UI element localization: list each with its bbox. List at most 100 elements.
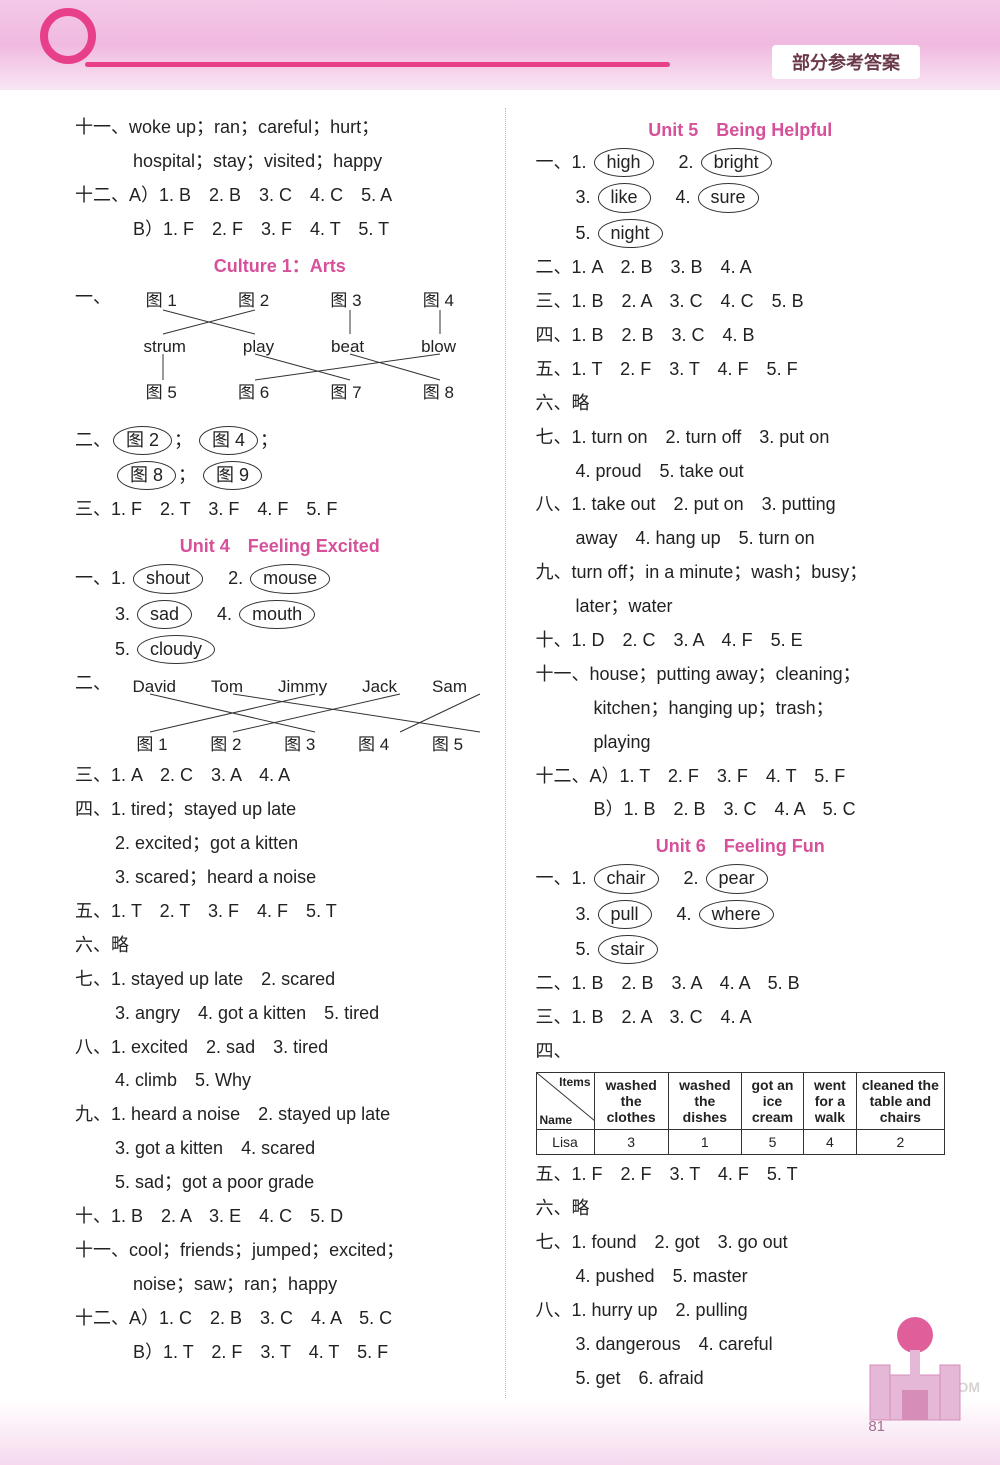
diag-item: beat [331,334,364,360]
oval: shout [133,564,203,593]
table-cell: Lisa [536,1130,594,1155]
text-line: B）1. T 2. F 3. T 4. T 5. F [75,1339,485,1367]
diag-item: Tom [211,674,243,700]
text-line: 六、略 [75,932,485,960]
section-title: Unit 6 Feeling Fun [536,832,946,858]
oval-row: 3. sad 4. mouth [75,600,485,629]
diagram-row: 二、 David Tom Jimmy Jack Sa [75,670,485,756]
oval: where [699,900,774,929]
text-line: 三、1. B 2. A 3. C 4. A [536,1004,946,1032]
text-line: 四、1. tired；stayed up late [75,796,485,824]
text-line: 三、1. F 2. T 3. F 4. F 5. F [75,496,485,524]
text-line: 3. got a kitten 4. scared [75,1135,485,1163]
text-line: 五、1. T 2. F 3. T 4. F 5. F [536,356,946,384]
text-line: 十、1. B 2. A 3. E 4. C 5. D [75,1203,485,1231]
oval: cloudy [137,635,215,664]
u6-table: Items Name washed the clothes washed the… [536,1072,946,1155]
text-line: 二、1. B 2. B 3. A 4. A 5. B [536,970,946,998]
text-line: 3. angry 4. got a kitten 5. tired [75,1000,485,1028]
oval: bright [701,148,772,177]
text-line: B）1. F 2. F 3. F 4. T 5. T [75,216,485,244]
text-line: 六、略 [536,390,946,418]
diag-item: 图 5 [146,380,177,406]
text-line: 四、1. B 2. B 3. C 4. B [536,322,946,350]
text-line: 十一、house；putting away；cleaning； [536,661,946,689]
text-line: 二、1. A 2. B 3. B 4. A [536,254,946,282]
oval-row: 图 8； 图 9 [75,461,485,490]
text-line: 七、1. stayed up late 2. scared [75,966,485,994]
oval: 图 8 [117,461,176,490]
corner-top: Items [559,1075,590,1089]
oval-row: 3. like 4. sure [536,183,946,212]
diag-item: 图 3 [330,288,361,314]
table-corner-cell: Items Name [536,1073,594,1130]
diag-item: 图 4 [358,732,389,758]
text-line: 七、1. turn on 2. turn off 3. put on [536,424,946,452]
oval: like [598,183,651,212]
oval: sad [137,600,192,629]
diag-item: blow [421,334,456,360]
diag-item: Jack [362,674,397,700]
table-row: Lisa 3 1 5 4 2 [536,1130,945,1155]
oval: mouse [250,564,330,593]
oval: night [598,219,663,248]
text-line: 4. proud 5. take out [536,458,946,486]
oval: stair [598,935,658,964]
oval: 图 4 [199,426,258,455]
oval-row: 一、1. chair 2. pear [536,864,946,893]
text-line: 2. excited；got a kitten [75,830,485,858]
text-line: 十二、A）1. C 2. B 3. C 4. A 5. C [75,1305,485,1333]
table-header: washed the clothes [594,1073,668,1130]
text-line: kitchen；hanging up；trash； [536,695,946,723]
oval: mouth [239,600,315,629]
diag-item: 图 3 [284,732,315,758]
diagram-row: 一、 图 1 图 2 [75,284,485,420]
castle-icon [860,1295,970,1425]
section-title: Unit 4 Feeling Excited [75,532,485,558]
oval: high [594,148,654,177]
table-header: washed the dishes [668,1073,741,1130]
header-ring-icon [40,8,96,64]
text-line: 八、1. take out 2. put on 3. putting [536,491,946,519]
text-line: 八、1. excited 2. sad 3. tired [75,1034,485,1062]
oval: 图 9 [203,461,262,490]
text-line: noise；saw；ran；happy [75,1271,485,1299]
culture-diagram: 图 1 图 2 图 3 图 4 strum play beat blow 图 5… [115,288,485,418]
oval: pear [706,864,768,893]
diag-item: 图 2 [210,732,241,758]
text-line: 5. sad；got a poor grade [75,1169,485,1197]
oval: sure [698,183,759,212]
diag-item: 图 1 [146,288,177,314]
text-line: 三、1. B 2. A 3. C 4. C 5. B [536,288,946,316]
text-line: 五、1. F 2. F 3. T 4. F 5. T [536,1161,946,1189]
diag-item: 图 2 [238,288,269,314]
right-column: Unit 5 Being Helpful 一、1. high 2. bright… [536,108,946,1398]
diag-item: David [132,674,175,700]
footer-band [0,1400,1000,1465]
text-line: 三、1. A 2. C 3. A 4. A [75,762,485,790]
text-line: away 4. hang up 5. turn on [536,525,946,553]
section-title: Unit 5 Being Helpful [536,116,946,142]
text-line: 十一、cool；friends；jumped；excited； [75,1237,485,1265]
text-line: 4. climb 5. Why [75,1067,485,1095]
header-title: 部分参考答案 [772,45,920,79]
table-header: cleaned the table and chairs [856,1073,944,1130]
text-line: later；water [536,593,946,621]
text-line: 四、 [536,1038,946,1066]
oval: chair [594,864,659,893]
oval-row: 5. cloudy [75,635,485,664]
text-line: 五、1. T 2. T 3. F 4. F 5. T [75,898,485,926]
table-header: went for a walk [804,1073,857,1130]
oval-row: 一、1. high 2. bright [536,148,946,177]
table-cell: 2 [856,1130,944,1155]
text-line: 九、turn off；in a minute；wash；busy； [536,559,946,587]
text-line: 七、1. found 2. got 3. go out [536,1229,946,1257]
oval-row: 5. night [536,219,946,248]
text-line: 十一、woke up；ran；careful；hurt； [75,114,485,142]
header-line [85,62,670,67]
diag-item: play [243,334,274,360]
oval-row: 3. pull 4. where [536,900,946,929]
text-line: playing [536,729,946,757]
text-line: 十二、A）1. B 2. B 3. C 4. C 5. A [75,182,485,210]
header-band: 部分参考答案 [0,0,1000,90]
